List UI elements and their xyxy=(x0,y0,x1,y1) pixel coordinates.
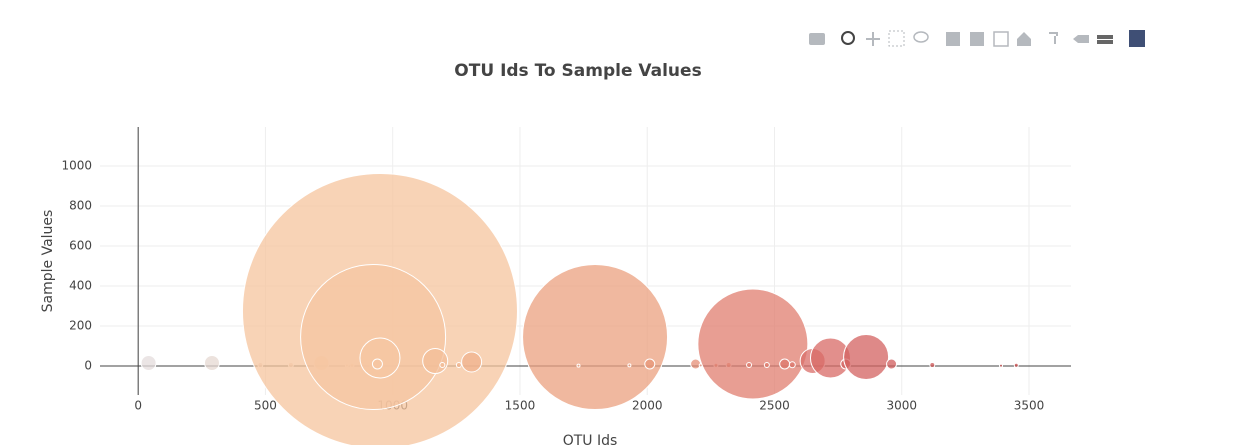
bubble xyxy=(929,362,936,368)
bubble xyxy=(300,264,447,410)
x-tick-label: 500 xyxy=(254,399,277,413)
bubble xyxy=(746,362,753,368)
y-tick-label: 800 xyxy=(69,199,92,213)
y-tick-label: 1000 xyxy=(61,159,92,173)
chart-title: OTU Ids To Sample Values xyxy=(454,61,701,81)
bubble xyxy=(359,337,401,379)
bubble xyxy=(461,351,483,373)
bubble xyxy=(1013,362,1019,368)
bubble xyxy=(439,362,446,368)
camera-button[interactable] xyxy=(809,33,825,45)
box-select-button[interactable] xyxy=(888,30,905,47)
x-axis-label: OTU Ids xyxy=(563,433,618,445)
y-tick-label: 600 xyxy=(69,239,92,253)
zoom-in-button[interactable] xyxy=(946,32,960,46)
bubble xyxy=(140,355,157,371)
bubble xyxy=(422,348,449,374)
modebar xyxy=(809,30,1145,47)
bubble xyxy=(999,363,1004,368)
pan-button[interactable] xyxy=(866,32,880,46)
hover-compare-button[interactable] xyxy=(1097,35,1113,44)
bubble xyxy=(843,334,890,380)
x-tick-label: 3500 xyxy=(1014,399,1045,413)
y-axis-label: Sample Values xyxy=(40,210,56,313)
hover-closest-button[interactable] xyxy=(1073,35,1089,43)
bubble xyxy=(690,358,702,370)
bubble xyxy=(697,288,809,400)
plotly-logo[interactable] xyxy=(1129,30,1145,47)
x-tick-label: 0 xyxy=(134,399,142,413)
y-tick-label: 400 xyxy=(69,279,92,293)
y-tick-label: 0 xyxy=(84,359,92,373)
x-tick-label: 2000 xyxy=(632,399,663,413)
bubble xyxy=(788,361,796,369)
bubble xyxy=(455,362,462,368)
lasso-button[interactable] xyxy=(913,31,929,43)
zoom-button[interactable] xyxy=(841,31,855,45)
bubble xyxy=(627,363,632,368)
bubble xyxy=(522,264,669,410)
zoom-out-button[interactable] xyxy=(970,32,984,46)
bubble xyxy=(644,358,656,370)
x-tick-label: 2500 xyxy=(759,399,790,413)
x-tick-label: 1500 xyxy=(505,399,536,413)
bubble xyxy=(763,362,770,368)
bubble xyxy=(576,363,581,368)
bubble xyxy=(371,358,383,370)
reset-button[interactable] xyxy=(1017,32,1031,46)
bubble xyxy=(779,358,791,370)
spike-button[interactable] xyxy=(1049,32,1058,44)
x-tick-label: 3000 xyxy=(886,399,917,413)
autoscale-button[interactable] xyxy=(993,31,1009,47)
y-tick-label: 200 xyxy=(69,319,92,333)
bubble xyxy=(886,358,898,370)
bubble xyxy=(203,355,220,371)
